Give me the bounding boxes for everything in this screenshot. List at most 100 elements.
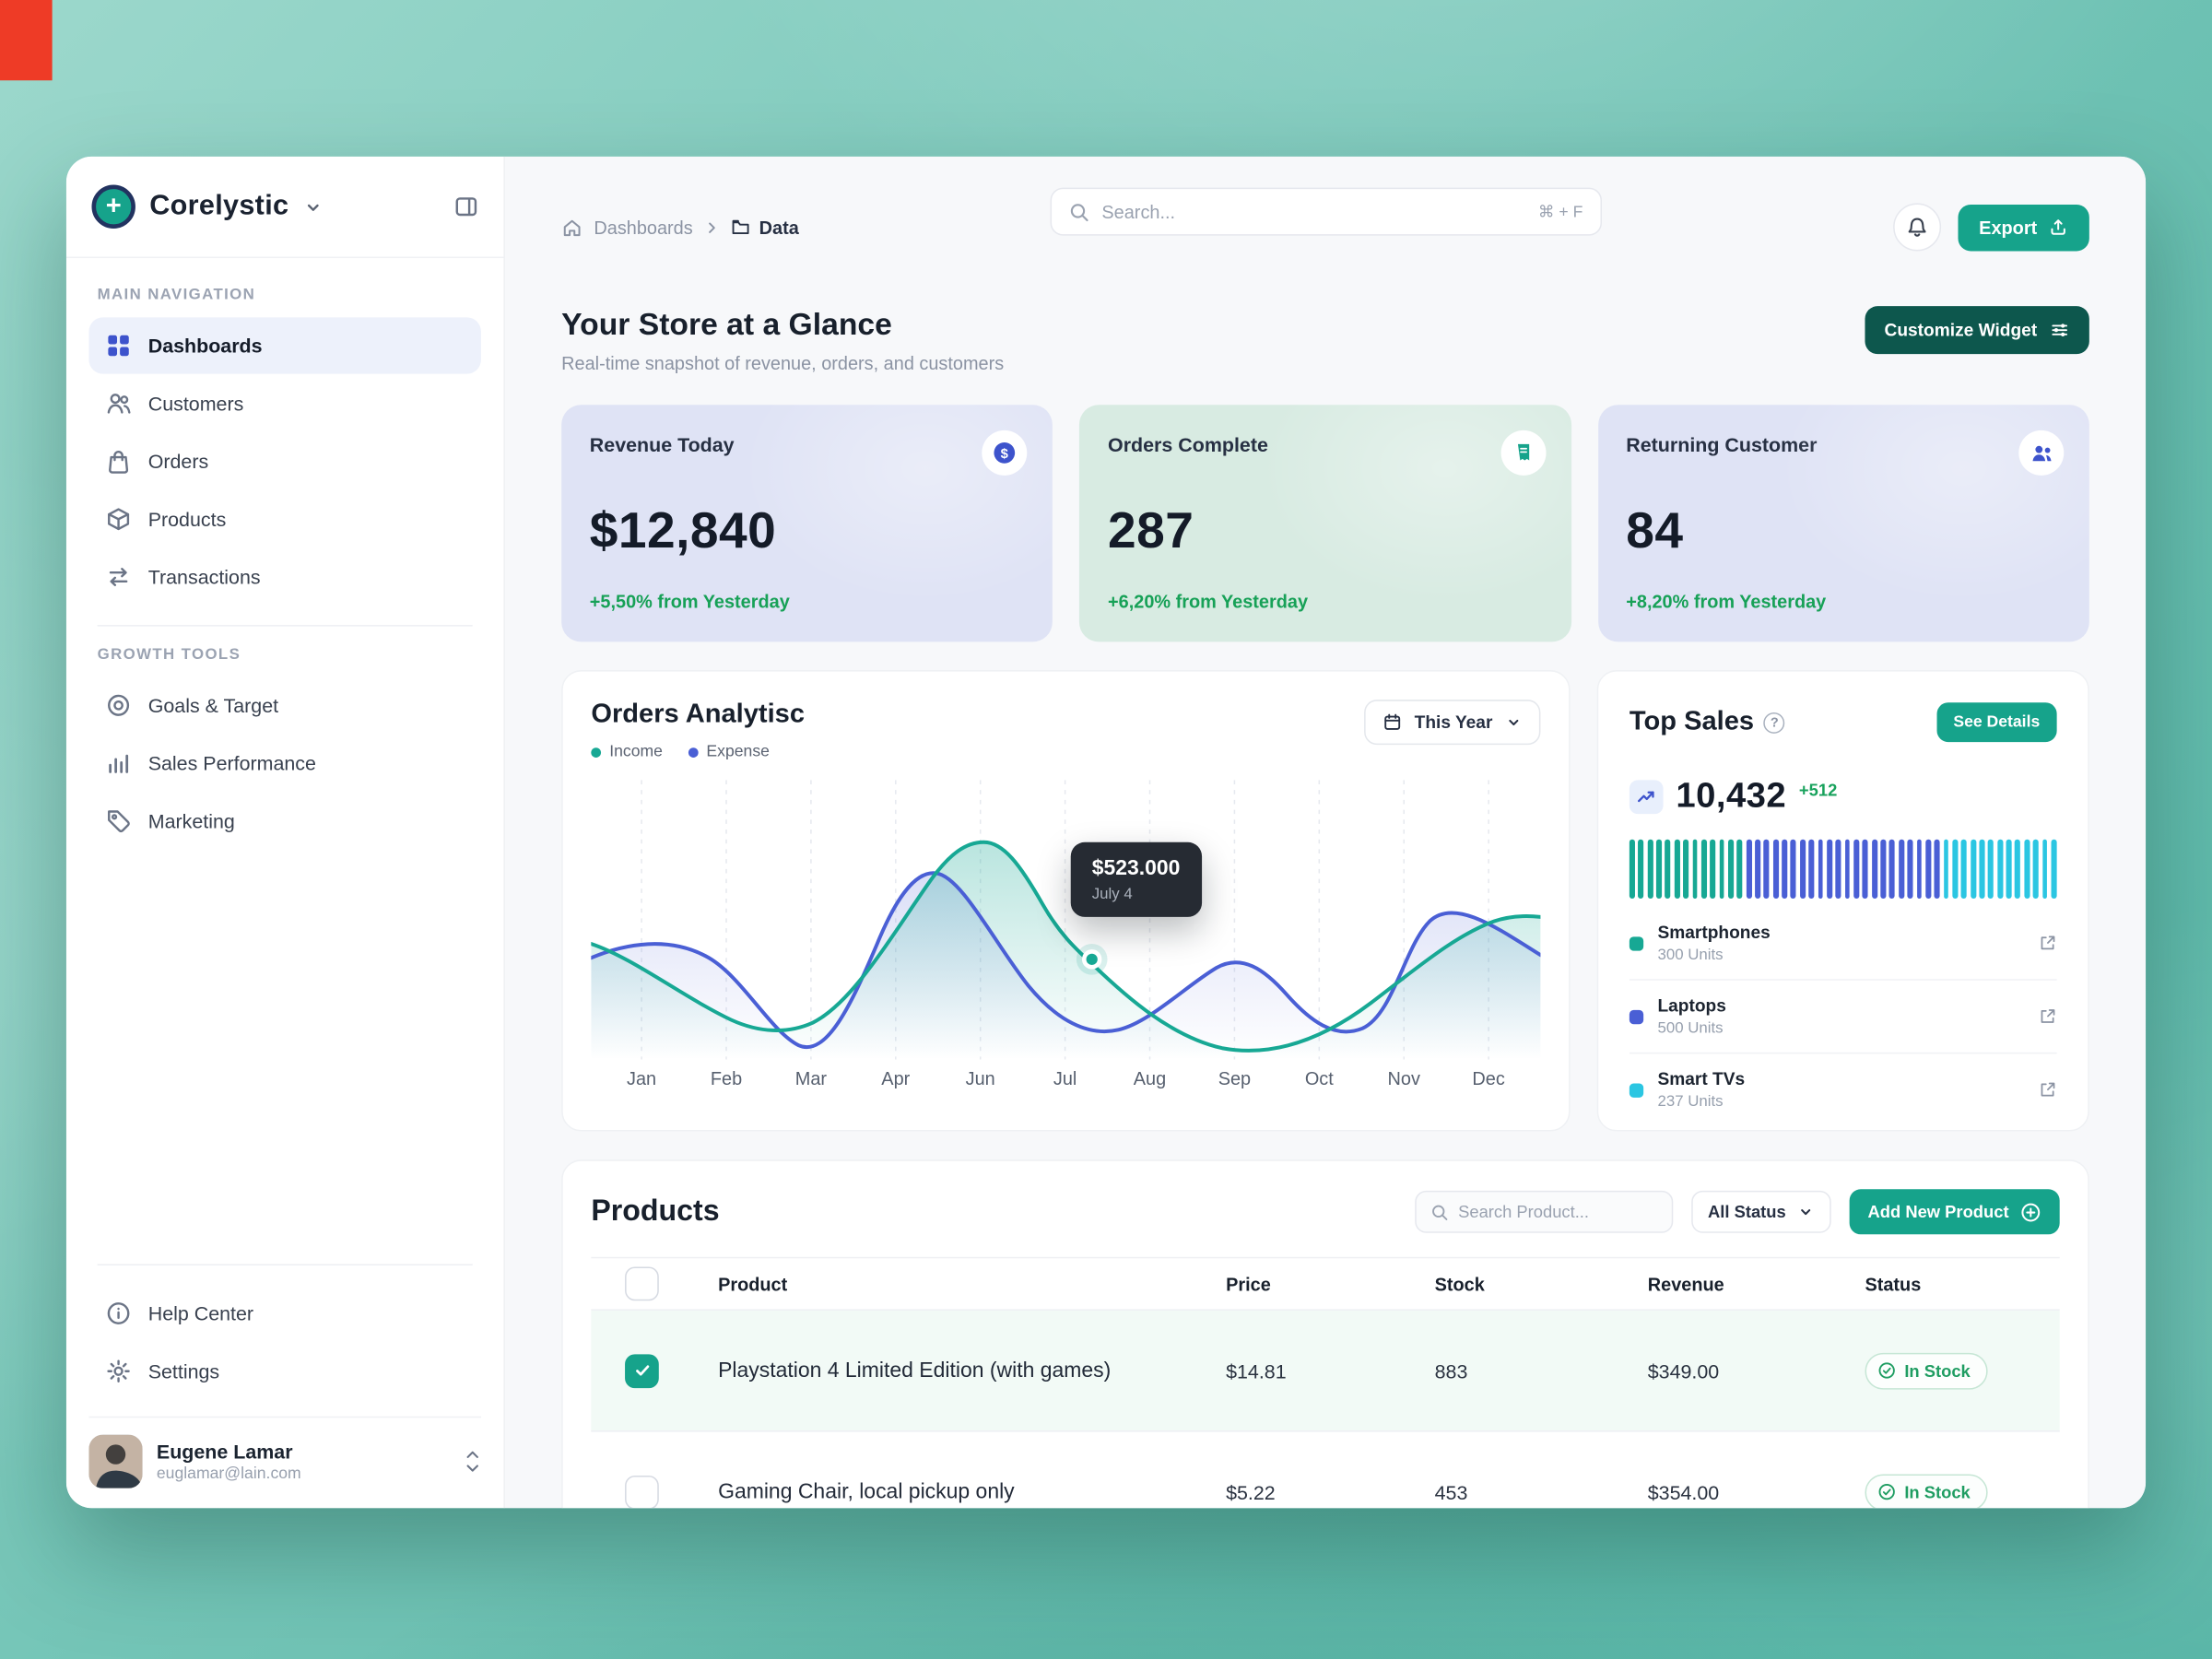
breadcrumb-current[interactable]: Data xyxy=(731,217,799,238)
external-link-icon[interactable] xyxy=(2039,934,2057,952)
sales-bar xyxy=(1808,839,1815,899)
sliders-icon xyxy=(2050,320,2069,339)
item-units: 300 Units xyxy=(1657,947,1724,964)
month-label: Aug xyxy=(1133,1067,1167,1089)
series-color-swatch xyxy=(1629,1009,1644,1024)
list-item[interactable]: Smart TVs 237 Units xyxy=(1629,1053,2057,1125)
stat-card-returning: Returning Customer 84 +8,20% from Yester… xyxy=(1597,405,2089,642)
month-label: Apr xyxy=(881,1067,911,1089)
customize-widget-button[interactable]: Customize Widget xyxy=(1865,306,2089,355)
list-item[interactable]: Laptops 500 Units xyxy=(1629,981,2057,1054)
sidebar-item-goals-target[interactable]: Goals & Target xyxy=(88,677,481,734)
external-link-icon[interactable] xyxy=(2039,1080,2057,1099)
user-profile[interactable]: Eugene Lamar euglamar@lain.com xyxy=(88,1416,481,1488)
column-status: Status xyxy=(1865,1273,1922,1295)
user-meta: Eugene Lamar euglamar@lain.com xyxy=(157,1441,301,1483)
row-checkbox[interactable] xyxy=(625,1475,659,1509)
sales-bar xyxy=(1835,839,1841,899)
chevron-down-icon xyxy=(1505,713,1522,730)
chart-legend: Income Expense xyxy=(591,744,805,760)
bell-icon xyxy=(1906,216,1928,238)
month-label: Sep xyxy=(1218,1067,1252,1089)
table-row[interactable]: Playstation 4 Limited Edition (with game… xyxy=(591,1310,2060,1432)
sales-bar xyxy=(1952,839,1959,899)
chart-data-point[interactable] xyxy=(1081,949,1102,970)
receipt-icon xyxy=(1500,429,1547,476)
data-icon xyxy=(731,218,750,237)
notifications-button[interactable] xyxy=(1892,203,1941,252)
sales-bar xyxy=(1791,839,1796,899)
month-label: Dec xyxy=(1472,1067,1505,1089)
help-question-icon[interactable]: ? xyxy=(1763,712,1785,734)
sidebar-divider xyxy=(97,625,473,627)
bar-chart-icon xyxy=(106,750,132,776)
sidebar-nav: MAIN NAVIGATION Dashboards Customers xyxy=(66,258,503,851)
top-sales-total: 10,432 xyxy=(1676,775,1787,816)
product-name: Playstation 4 Limited Edition (with game… xyxy=(718,1358,1112,1382)
table-header-row: Product Price Stock Revenue Status xyxy=(591,1256,2060,1311)
sidebar-collapse-icon[interactable] xyxy=(454,194,478,218)
sales-bar xyxy=(1710,839,1716,899)
box-icon xyxy=(106,506,132,532)
sales-bar xyxy=(1656,839,1662,899)
sidebar-item-help-center[interactable]: Help Center xyxy=(88,1285,481,1341)
add-new-product-button[interactable]: Add New Product xyxy=(1849,1189,2060,1235)
breadcrumb-dashboards[interactable]: Dashboards xyxy=(594,216,693,238)
sales-bar xyxy=(1943,839,1949,899)
external-link-icon[interactable] xyxy=(2039,1007,2057,1026)
sidebar-item-sales-performance[interactable]: Sales Performance xyxy=(88,735,481,791)
expense-line xyxy=(591,871,1541,1050)
sales-bar xyxy=(1979,839,1985,899)
brand-chevron-down-icon[interactable] xyxy=(303,197,323,217)
status-badge: In Stock xyxy=(1865,1352,1988,1389)
sidebar-item-products[interactable]: Products xyxy=(88,491,481,547)
select-all-checkbox[interactable] xyxy=(625,1266,659,1301)
check-circle-icon xyxy=(1877,1361,1896,1380)
product-revenue: $354.00 xyxy=(1647,1480,1720,1503)
swap-arrows-icon xyxy=(106,564,132,590)
sidebar-item-settings[interactable]: Settings xyxy=(88,1343,481,1399)
sidebar: + Corelystic MAIN NAVIGATION Dashboards xyxy=(65,156,505,1509)
table-row[interactable]: Gaming Chair, local pickup only $5.22 45… xyxy=(591,1432,2059,1509)
overview-header: Your Store at a Glance Real-time snapsho… xyxy=(561,306,2089,374)
sales-bar xyxy=(1871,839,1877,899)
list-item[interactable]: Smartphones 300 Units xyxy=(1629,907,2057,981)
see-details-button[interactable]: See Details xyxy=(1936,702,2057,743)
products-card: Products All Status xyxy=(561,1159,2089,1509)
products-title: Products xyxy=(591,1194,720,1228)
top-sales-delta: +512 xyxy=(1798,780,1838,800)
month-label: Nov xyxy=(1387,1067,1420,1089)
search-input[interactable] xyxy=(1101,201,1526,223)
gear-icon xyxy=(106,1359,132,1384)
user-expand-icon[interactable] xyxy=(465,1449,481,1475)
product-name: Gaming Chair, local pickup only xyxy=(718,1479,1015,1504)
search-bar[interactable]: ⌘ + F xyxy=(1049,187,1602,236)
target-icon xyxy=(106,693,132,719)
product-search-input[interactable] xyxy=(1458,1202,1657,1222)
sales-bar xyxy=(1961,839,1967,899)
expense-dot xyxy=(688,747,699,758)
sidebar-item-label: Help Center xyxy=(147,1301,254,1325)
month-label: Mar xyxy=(794,1067,828,1089)
sales-bar xyxy=(1916,839,1923,899)
export-upload-icon xyxy=(2048,218,2067,237)
top-sales-title: Top Sales xyxy=(1629,706,1755,736)
user-email: euglamar@lain.com xyxy=(156,1465,301,1483)
app-window: + Corelystic MAIN NAVIGATION Dashboards xyxy=(65,156,2147,1509)
sidebar-item-customers[interactable]: Customers xyxy=(88,375,481,431)
sales-bar xyxy=(1782,839,1788,899)
product-search[interactable] xyxy=(1414,1190,1673,1233)
sidebar-item-orders[interactable]: Orders xyxy=(88,433,481,489)
row-checkbox[interactable] xyxy=(625,1353,659,1388)
status-filter-dropdown[interactable]: All Status xyxy=(1690,1190,1831,1233)
home-icon[interactable] xyxy=(561,217,582,238)
sidebar-item-label: Customers xyxy=(147,392,244,415)
bag-icon xyxy=(106,449,132,475)
top-sales-header: Top Sales ? See Details xyxy=(1629,702,2057,743)
sidebar-item-transactions[interactable]: Transactions xyxy=(88,548,481,605)
export-button[interactable]: Export xyxy=(1958,204,2089,251)
sidebar-item-dashboards[interactable]: Dashboards xyxy=(88,317,481,374)
people-icon xyxy=(2018,429,2065,476)
date-range-dropdown[interactable]: This Year xyxy=(1363,700,1541,746)
sidebar-item-marketing[interactable]: Marketing xyxy=(88,793,481,849)
